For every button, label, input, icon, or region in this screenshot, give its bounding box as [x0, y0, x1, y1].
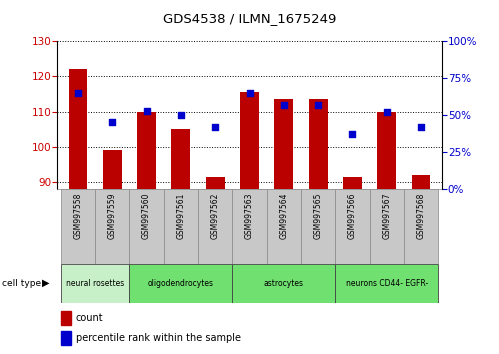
Bar: [233, 189, 266, 264]
Bar: [206, 177, 225, 189]
Text: GSM997563: GSM997563: [245, 192, 254, 239]
Point: [314, 102, 322, 108]
Bar: [343, 177, 362, 189]
Bar: [377, 112, 396, 189]
Text: GSM997559: GSM997559: [108, 192, 117, 239]
Text: GSM997568: GSM997568: [417, 192, 426, 239]
Text: GDS4538 / ILMN_1675249: GDS4538 / ILMN_1675249: [163, 12, 336, 25]
Bar: [129, 264, 233, 303]
Point: [383, 109, 391, 115]
Text: GSM997566: GSM997566: [348, 192, 357, 239]
Text: GSM997564: GSM997564: [279, 192, 288, 239]
Bar: [68, 69, 87, 189]
Bar: [129, 189, 164, 264]
Bar: [61, 311, 71, 325]
Bar: [335, 264, 438, 303]
Bar: [266, 189, 301, 264]
Bar: [137, 112, 156, 189]
Bar: [198, 189, 233, 264]
Bar: [412, 175, 431, 189]
Point: [143, 108, 151, 113]
Text: GSM997560: GSM997560: [142, 192, 151, 239]
Bar: [61, 331, 71, 345]
Text: GSM997567: GSM997567: [382, 192, 391, 239]
Point: [74, 90, 82, 96]
Bar: [301, 189, 335, 264]
Text: GSM997565: GSM997565: [313, 192, 323, 239]
Text: GSM997561: GSM997561: [176, 192, 186, 239]
Bar: [61, 189, 95, 264]
Text: neural rosettes: neural rosettes: [66, 279, 124, 288]
Bar: [404, 189, 438, 264]
Point: [417, 124, 425, 130]
Bar: [233, 264, 335, 303]
Point: [280, 102, 288, 108]
Text: oligodendrocytes: oligodendrocytes: [148, 279, 214, 288]
Point: [177, 112, 185, 118]
Text: astrocytes: astrocytes: [264, 279, 304, 288]
Point: [108, 120, 116, 125]
Bar: [370, 189, 404, 264]
Bar: [309, 99, 327, 189]
Bar: [172, 129, 190, 189]
Bar: [95, 189, 129, 264]
Text: percentile rank within the sample: percentile rank within the sample: [76, 333, 241, 343]
Bar: [103, 150, 122, 189]
Text: cell type: cell type: [2, 279, 41, 288]
Bar: [240, 92, 259, 189]
Bar: [164, 189, 198, 264]
Text: neurons CD44- EGFR-: neurons CD44- EGFR-: [346, 279, 428, 288]
Text: GSM997562: GSM997562: [211, 192, 220, 239]
Text: count: count: [76, 313, 103, 323]
Point: [246, 90, 253, 96]
Point: [348, 132, 356, 137]
Bar: [335, 189, 370, 264]
Bar: [61, 264, 129, 303]
Point: [211, 124, 219, 130]
Bar: [274, 99, 293, 189]
Text: ▶: ▶: [42, 278, 50, 288]
Text: GSM997558: GSM997558: [73, 192, 82, 239]
